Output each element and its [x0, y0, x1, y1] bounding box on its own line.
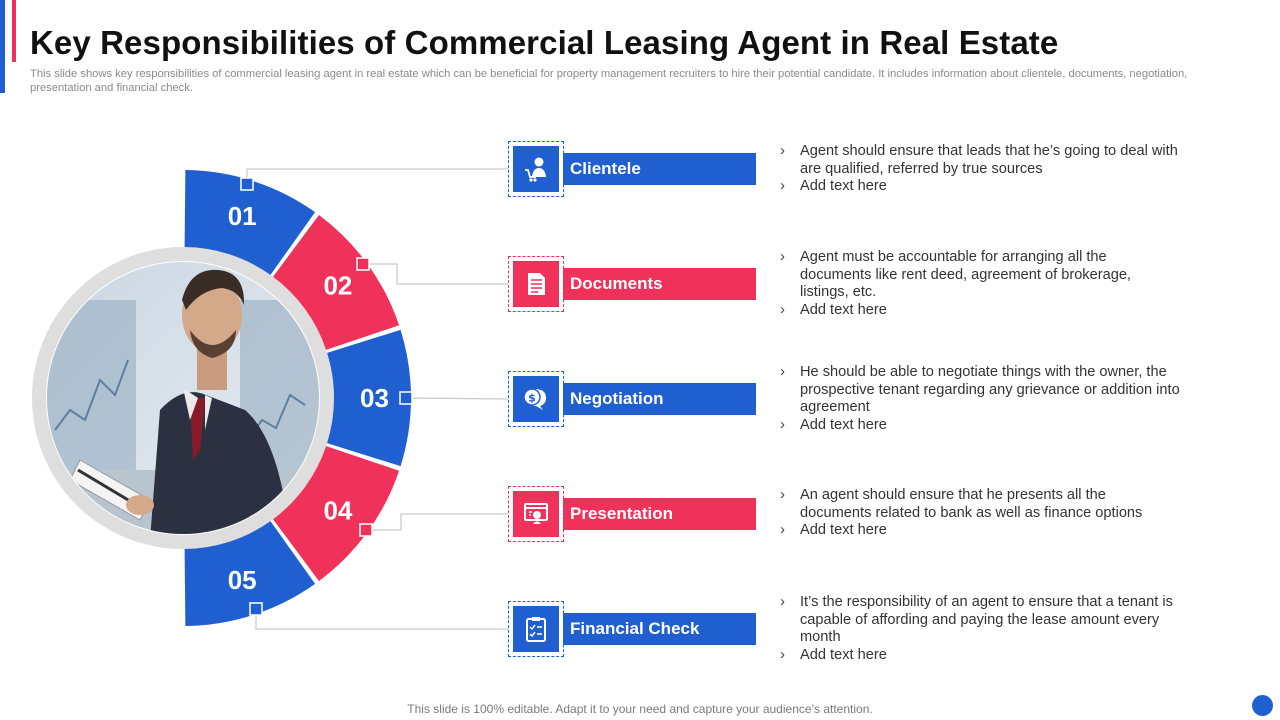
presentation-label-bar: Presentation — [563, 498, 756, 530]
presentation-icon-badge — [508, 486, 564, 542]
documents-label-bar: Documents — [563, 268, 756, 300]
left-accent-bar-blue — [0, 0, 5, 93]
description-line: Add text here — [780, 521, 1180, 540]
description-line: Add text here — [780, 646, 1180, 665]
connector-marker-clientele — [240, 177, 254, 191]
corner-dot — [1252, 695, 1273, 716]
clientele-icon-badge — [508, 141, 564, 197]
segment-02 — [273, 214, 400, 350]
connector-marker-financial-check — [249, 602, 263, 616]
svg-text:$: $ — [528, 392, 536, 405]
negotiation-label: Negotiation — [570, 389, 664, 408]
segment-number-02: 02 — [323, 270, 352, 300]
description-line: Agent should ensure that leads that he’s… — [780, 142, 1180, 178]
financial-check-label: Financial Check — [570, 619, 700, 638]
connector-lines — [240, 168, 509, 630]
documents-label: Documents — [570, 274, 663, 293]
description-line: He should be able to negotiate things wi… — [780, 363, 1180, 417]
clientele-label: Clientele — [570, 159, 641, 178]
clipboard-checklist-icon — [526, 617, 546, 642]
connector-financial-check — [255, 609, 508, 630]
document-icon — [528, 273, 545, 295]
negotiation-label-bar: Negotiation — [563, 383, 756, 415]
connector-marker-negotiation — [399, 391, 413, 405]
page-title: Key Responsibilities of Commercial Leasi… — [30, 24, 1059, 61]
segment-05 — [184, 521, 316, 626]
clientele-description: Agent should ensure that leads that he’s… — [780, 142, 1180, 196]
numbered-ring-segments: 01 02 03 04 05 — [184, 170, 411, 626]
clientele-label-bar: Clientele — [563, 153, 756, 185]
user-cart-icon — [525, 157, 546, 182]
description-line: Add text here — [780, 301, 1180, 320]
segment-number-01: 01 — [228, 201, 257, 231]
description-line: An agent should ensure that he presents … — [780, 486, 1180, 522]
segment-number-05: 05 — [228, 565, 257, 595]
negotiation-icon-badge: $ — [508, 371, 564, 427]
connector-presentation — [366, 513, 508, 531]
presentation-board-icon — [524, 503, 548, 524]
page-subtitle: This slide shows key responsibilities of… — [30, 68, 1188, 94]
description-line: Add text here — [780, 416, 1180, 435]
description-line: Add text here — [780, 177, 1180, 196]
left-accent-bar-red — [12, 0, 16, 62]
description-line: Agent must be accountable for arranging … — [780, 248, 1180, 302]
connector-marker-presentation — [359, 523, 373, 537]
speech-bubbles-dollar-icon: $ — [523, 388, 546, 410]
segment-03 — [327, 329, 411, 467]
documents-description: Agent must be accountable for arranging … — [780, 248, 1180, 320]
presentation-label: Presentation — [570, 504, 673, 523]
negotiation-description: He should be able to negotiate things wi… — [780, 363, 1180, 435]
segment-number-04: 04 — [323, 496, 352, 526]
description-line: It’s the responsibility of an agent to e… — [780, 593, 1180, 647]
financial-check-description: It’s the responsibility of an agent to e… — [780, 593, 1180, 665]
financial-check-label-bar: Financial Check — [563, 613, 756, 645]
connector-clientele — [246, 168, 508, 184]
connector-negotiation — [405, 397, 509, 400]
connector-marker-documents — [356, 257, 370, 271]
financial-check-icon-badge — [508, 601, 564, 657]
presentation-description: An agent should ensure that he presents … — [780, 486, 1180, 540]
segment-04 — [273, 446, 400, 582]
segment-01 — [184, 170, 316, 275]
footer-note: This slide is 100% editable. Adapt it to… — [407, 702, 873, 716]
documents-icon-badge — [508, 256, 564, 312]
segment-number-03: 03 — [360, 383, 389, 413]
connector-documents — [363, 263, 508, 285]
